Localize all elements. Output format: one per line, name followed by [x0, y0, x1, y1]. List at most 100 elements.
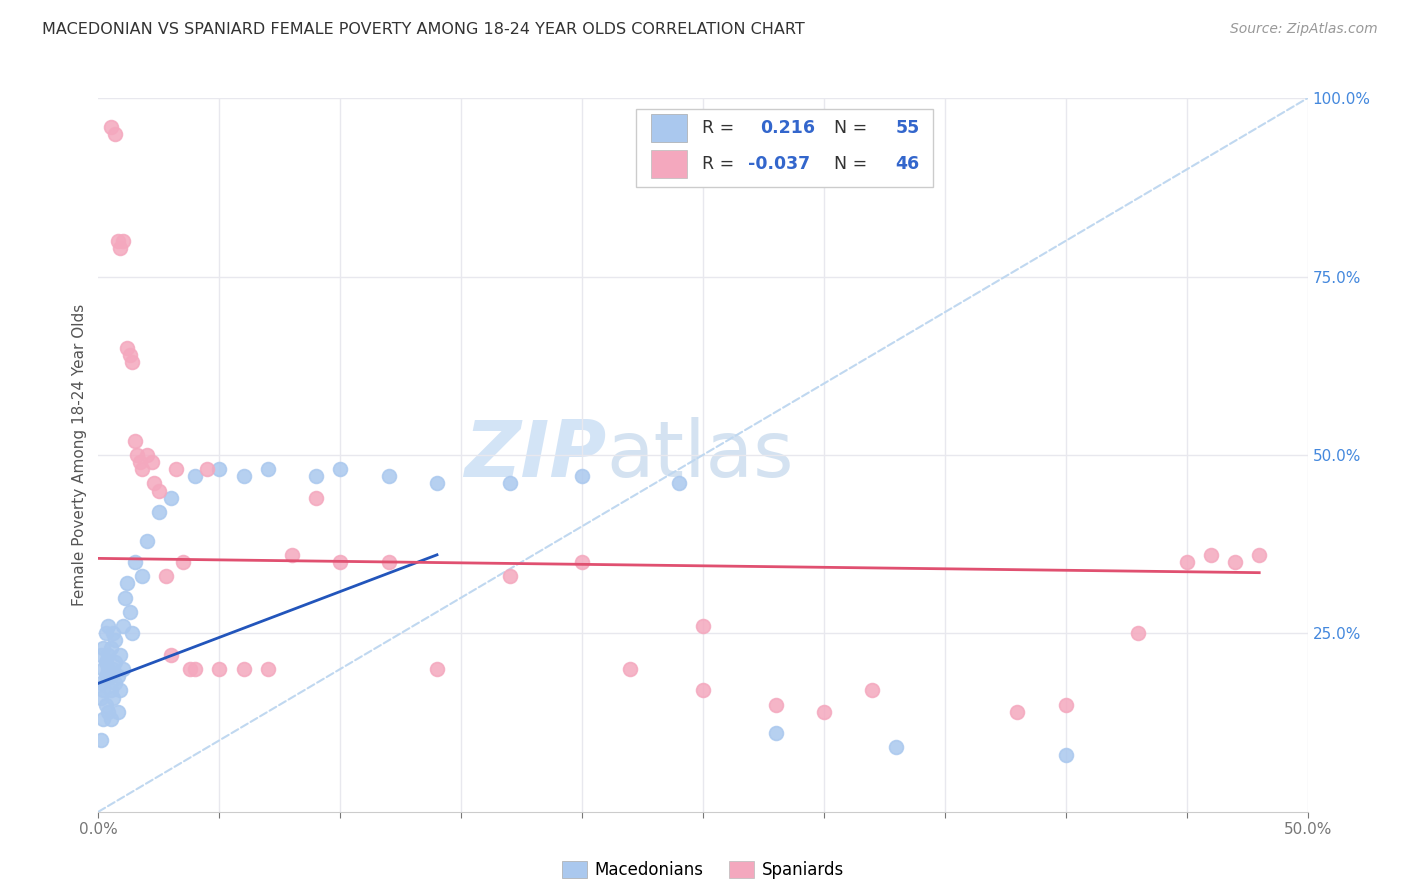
Point — [329, 462, 352, 476]
Point — [160, 491, 183, 505]
Point — [281, 548, 304, 562]
Point — [91, 640, 114, 655]
Point — [232, 662, 254, 676]
Point — [131, 462, 153, 476]
Point — [124, 555, 146, 569]
Point — [104, 655, 127, 669]
Text: Source: ZipAtlas.com: Source: ZipAtlas.com — [1230, 22, 1378, 37]
Text: R =: R = — [702, 119, 745, 137]
FancyBboxPatch shape — [637, 109, 932, 187]
Point — [426, 662, 449, 676]
Point — [148, 505, 170, 519]
Point — [232, 469, 254, 483]
Point — [90, 648, 112, 662]
Point — [692, 619, 714, 633]
Point — [118, 348, 141, 362]
Text: N =: N = — [823, 155, 873, 173]
Point — [208, 662, 231, 676]
Point — [160, 648, 183, 662]
Point — [571, 469, 593, 483]
Point — [148, 483, 170, 498]
Point — [498, 476, 520, 491]
Point — [104, 127, 127, 141]
Point — [101, 626, 124, 640]
Point — [114, 591, 136, 605]
Point — [101, 662, 124, 676]
Point — [100, 683, 122, 698]
Point — [426, 476, 449, 491]
Point — [107, 669, 129, 683]
Point — [94, 655, 117, 669]
Point — [90, 733, 112, 747]
Point — [111, 662, 134, 676]
Point — [1249, 548, 1271, 562]
Point — [131, 569, 153, 583]
Point — [117, 341, 139, 355]
Point — [108, 648, 131, 662]
Point — [127, 448, 149, 462]
Point — [97, 662, 120, 676]
Point — [104, 676, 127, 690]
Point — [1223, 555, 1246, 569]
Point — [195, 462, 218, 476]
Point — [121, 355, 143, 369]
Point — [91, 662, 114, 676]
Point — [1054, 747, 1077, 762]
Point — [208, 462, 231, 476]
Point — [155, 569, 177, 583]
Point — [765, 698, 787, 712]
Text: 0.216: 0.216 — [759, 119, 815, 137]
Point — [256, 662, 278, 676]
Point — [668, 476, 690, 491]
Point — [108, 683, 131, 698]
Y-axis label: Female Poverty Among 18-24 Year Olds: Female Poverty Among 18-24 Year Olds — [72, 304, 87, 606]
Point — [692, 683, 714, 698]
Point — [91, 683, 114, 698]
FancyBboxPatch shape — [651, 151, 688, 178]
Point — [765, 726, 787, 740]
Point — [117, 576, 139, 591]
Point — [179, 662, 201, 676]
Point — [377, 555, 399, 569]
Point — [1199, 548, 1222, 562]
Text: 55: 55 — [896, 119, 920, 137]
Text: atlas: atlas — [606, 417, 794, 493]
Text: MACEDONIAN VS SPANIARD FEMALE POVERTY AMONG 18-24 YEAR OLDS CORRELATION CHART: MACEDONIAN VS SPANIARD FEMALE POVERTY AM… — [42, 22, 804, 37]
Point — [329, 555, 352, 569]
Point — [619, 662, 641, 676]
Point — [90, 690, 112, 705]
Point — [135, 448, 157, 462]
Point — [124, 434, 146, 448]
Point — [121, 626, 143, 640]
Point — [1054, 698, 1077, 712]
Text: -0.037: -0.037 — [748, 155, 810, 173]
Point — [100, 640, 122, 655]
Point — [143, 476, 166, 491]
Point — [172, 555, 194, 569]
Point — [111, 234, 134, 248]
Point — [571, 555, 593, 569]
Text: N =: N = — [823, 119, 873, 137]
Point — [101, 690, 124, 705]
Point — [104, 633, 127, 648]
Point — [94, 626, 117, 640]
Point — [118, 605, 141, 619]
Point — [107, 234, 129, 248]
Point — [100, 712, 122, 726]
Point — [97, 648, 120, 662]
Point — [813, 705, 835, 719]
Point — [1175, 555, 1198, 569]
Point — [184, 469, 207, 483]
Point — [111, 619, 134, 633]
Point — [141, 455, 163, 469]
Point — [1007, 705, 1029, 719]
Point — [860, 683, 883, 698]
Point — [107, 705, 129, 719]
Point — [100, 669, 122, 683]
Text: R =: R = — [702, 155, 740, 173]
Text: 46: 46 — [896, 155, 920, 173]
Point — [94, 698, 117, 712]
FancyBboxPatch shape — [651, 114, 688, 142]
Point — [108, 241, 131, 255]
Point — [97, 619, 120, 633]
